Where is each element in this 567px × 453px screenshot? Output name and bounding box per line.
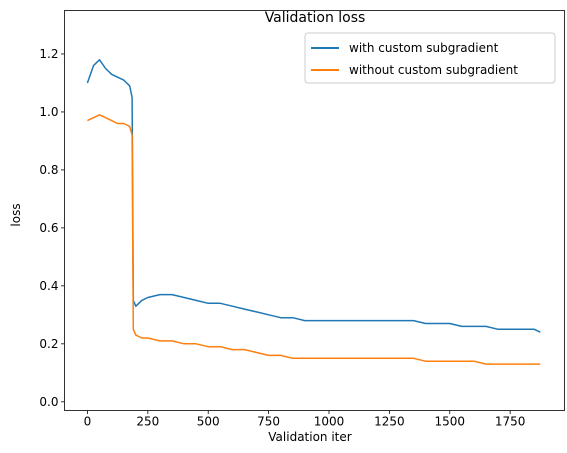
- legend-label-without-custom-subgradient: without custom subgradient: [349, 63, 518, 77]
- chart-title: Validation loss: [265, 10, 366, 26]
- y-tick-label: 0.0: [39, 395, 58, 409]
- x-tick-label: 250: [136, 415, 159, 429]
- y-tick-label: 0.4: [39, 279, 58, 293]
- x-axis-label: Validation iter: [268, 430, 351, 444]
- x-tick-label: 1750: [495, 415, 526, 429]
- x-tick-label: 1500: [434, 415, 465, 429]
- series-layer: [86, 59, 541, 365]
- legend-label-with-custom-subgradient: with custom subgradient: [349, 41, 499, 55]
- y-tick-label: 1.0: [39, 105, 58, 119]
- legend-box: [304, 32, 556, 84]
- y-tick-label: 1.2: [39, 47, 58, 61]
- y-tick-label: 0.2: [39, 337, 58, 351]
- x-tick-label: 1000: [314, 415, 345, 429]
- ticks-layer: 0 250 500 750 1000 1250 1500 1750 0.0 0.2 0.4 0.6 0.…: [39, 47, 525, 429]
- x-tick-label: 750: [257, 415, 280, 429]
- legend: with custom subgradient without custom s…: [304, 32, 556, 84]
- x-tick-label: 1250: [374, 415, 405, 429]
- plot-frame: [64, 10, 565, 411]
- x-tick-label: 0: [84, 415, 92, 429]
- series-line-without-custom-subgradient: [87, 114, 541, 365]
- series-line-with-custom-subgradient: [86, 59, 541, 333]
- x-tick-label: 500: [197, 415, 220, 429]
- y-axis-label: loss: [9, 203, 23, 226]
- y-tick-label: 0.8: [39, 163, 58, 177]
- y-tick-label: 0.6: [39, 221, 58, 235]
